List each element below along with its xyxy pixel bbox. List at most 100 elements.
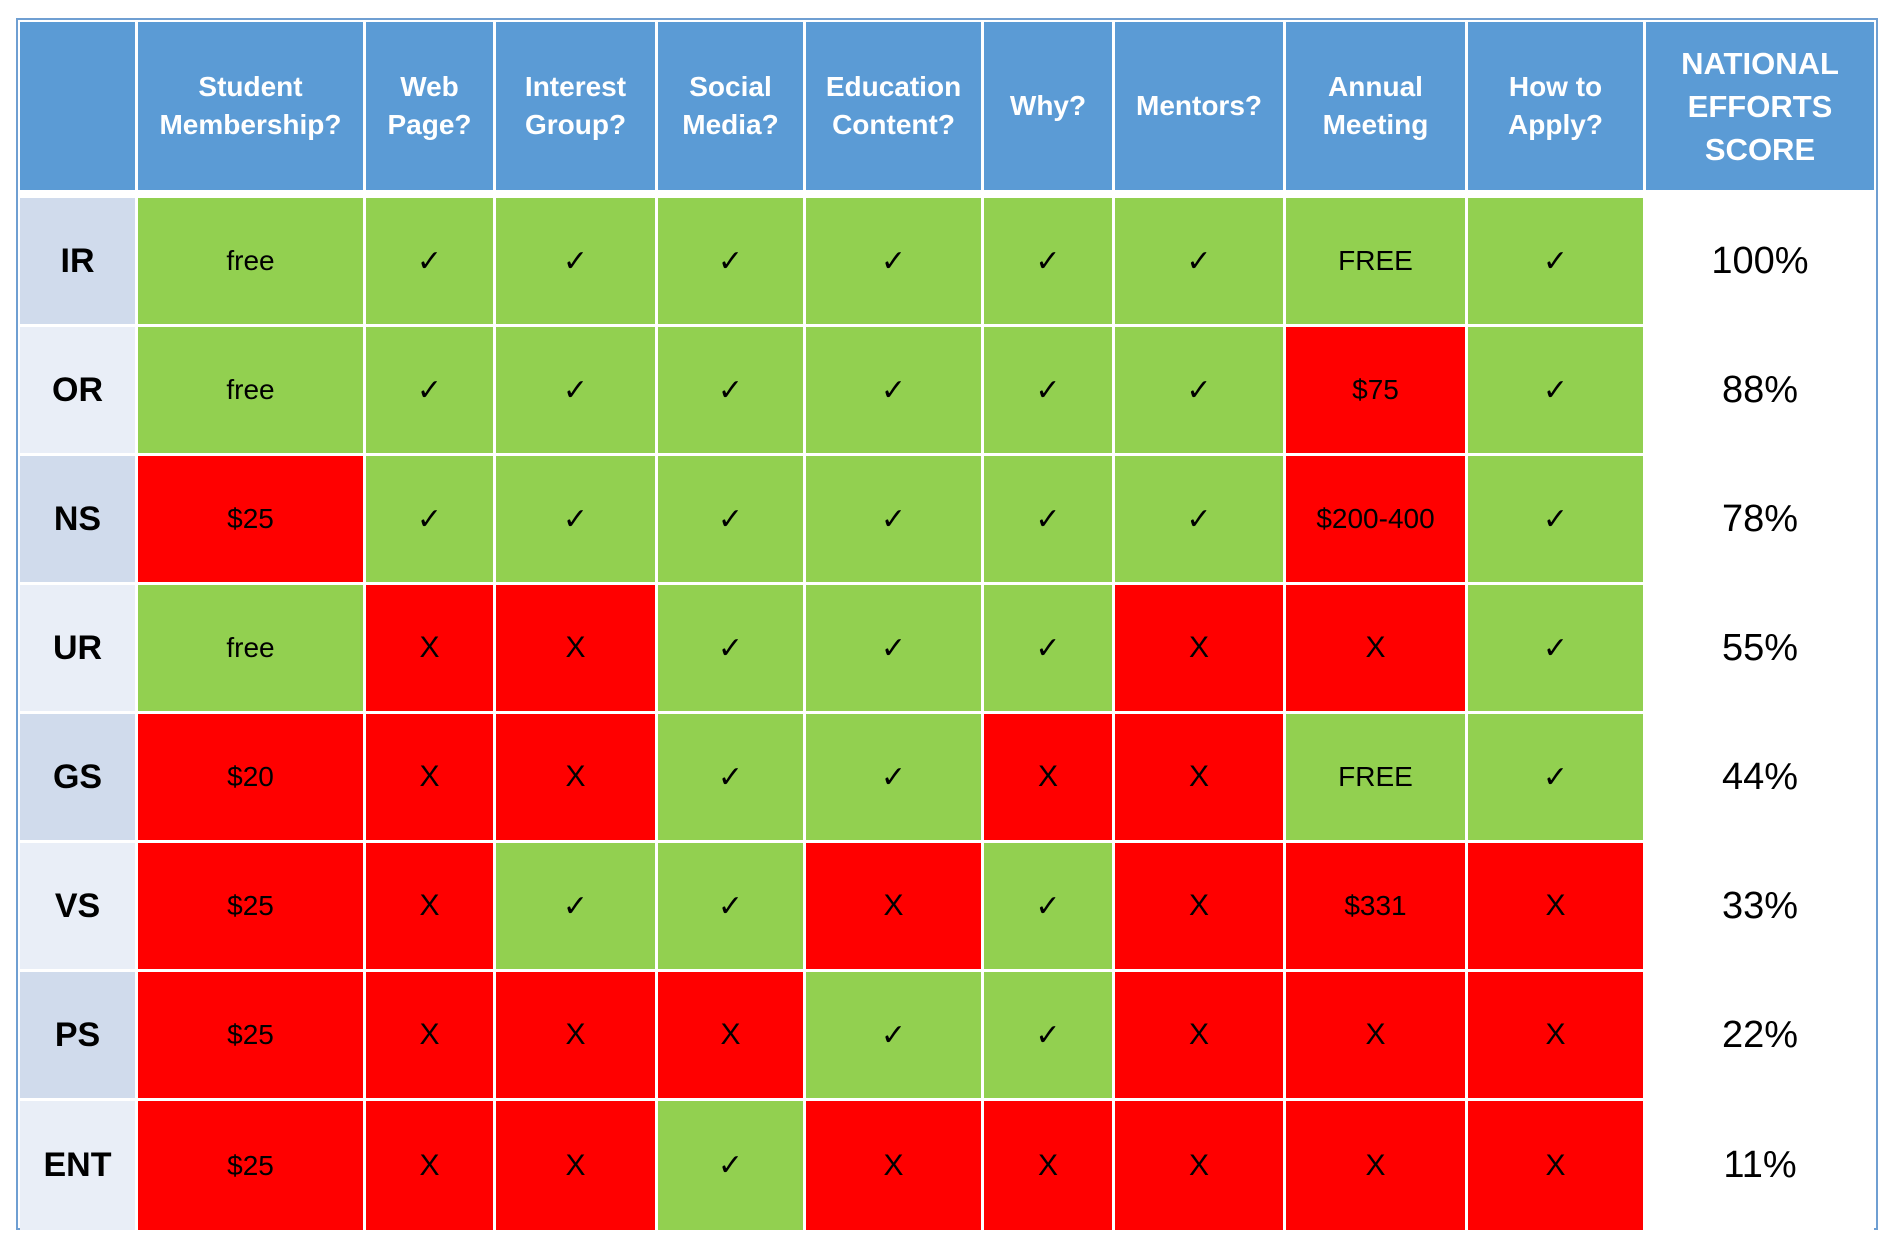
cell-why: ✓ — [984, 327, 1115, 456]
cell-student-membership: $25 — [138, 843, 366, 972]
score-value: 44% — [1646, 714, 1874, 843]
check-icon: ✓ — [880, 760, 907, 794]
header-annual-meeting: Annual Meeting — [1286, 22, 1468, 198]
check-icon: ✓ — [416, 373, 443, 407]
cell-education-content: X — [806, 843, 984, 972]
cell-annual-meeting: $200-400 — [1286, 456, 1468, 585]
check-icon: ✓ — [1035, 1018, 1061, 1052]
cell-social-media: ✓ — [658, 843, 806, 972]
cell-interest-group: X — [496, 972, 658, 1101]
header-student-membership: Student Membership? — [138, 22, 366, 198]
cell-why: X — [984, 714, 1115, 843]
cell-social-media: ✓ — [658, 327, 806, 456]
cell-value: $331 — [1344, 890, 1407, 921]
check-icon: ✓ — [1186, 502, 1212, 536]
row-label: GS — [20, 714, 138, 843]
table-row: UR free X X ✓ ✓ ✓ X X ✓ 55% — [20, 585, 1874, 714]
check-icon: ✓ — [1186, 244, 1212, 278]
cell-interest-group: X — [496, 1101, 658, 1230]
header-national-efforts-score: NATIONAL EFFORTS SCORE — [1646, 22, 1874, 198]
cell-how-to-apply: ✓ — [1468, 327, 1646, 456]
cell-value: free — [226, 632, 275, 663]
x-mark-icon: X — [565, 631, 586, 664]
check-icon: ✓ — [1035, 244, 1061, 278]
x-mark-icon: X — [1545, 889, 1566, 922]
check-icon: ✓ — [880, 1018, 907, 1052]
check-icon: ✓ — [880, 631, 907, 665]
cell-interest-group: X — [496, 585, 658, 714]
x-mark-icon: X — [1037, 1148, 1058, 1182]
check-icon: ✓ — [1542, 373, 1569, 407]
check-icon: ✓ — [1035, 502, 1061, 536]
cell-mentors: ✓ — [1115, 198, 1286, 327]
cell-interest-group: ✓ — [496, 198, 658, 327]
check-icon: ✓ — [1542, 244, 1569, 278]
check-icon: ✓ — [717, 373, 744, 407]
cell-education-content: ✓ — [806, 456, 984, 585]
cell-student-membership: free — [138, 198, 366, 327]
check-icon: ✓ — [416, 244, 443, 278]
row-label: ENT — [20, 1101, 138, 1230]
cell-web-page: ✓ — [366, 198, 496, 327]
cell-education-content: ✓ — [806, 714, 984, 843]
table-row: OR free ✓ ✓ ✓ ✓ ✓ ✓ $75 ✓ 88% — [20, 327, 1874, 456]
x-mark-icon: X — [883, 889, 904, 922]
cell-how-to-apply: X — [1468, 1101, 1646, 1230]
x-mark-icon: X — [1188, 631, 1209, 664]
score-value: 22% — [1646, 972, 1874, 1101]
check-icon: ✓ — [717, 631, 744, 665]
cell-why: ✓ — [984, 843, 1115, 972]
check-icon: ✓ — [1035, 631, 1061, 665]
check-icon: ✓ — [562, 244, 589, 278]
cell-interest-group: ✓ — [496, 843, 658, 972]
x-mark-icon: X — [1188, 760, 1209, 793]
cell-value: FREE — [1338, 245, 1413, 276]
cell-value: $200-400 — [1316, 503, 1435, 534]
check-icon: ✓ — [1542, 502, 1569, 536]
cell-education-content: ✓ — [806, 972, 984, 1101]
table-row: IR free ✓ ✓ ✓ ✓ ✓ ✓ FREE ✓ 100% — [20, 198, 1874, 327]
check-icon: ✓ — [717, 760, 744, 794]
cell-education-content: ✓ — [806, 198, 984, 327]
check-icon: ✓ — [880, 373, 907, 407]
score-value: 78% — [1646, 456, 1874, 585]
cell-how-to-apply: ✓ — [1468, 714, 1646, 843]
check-icon: ✓ — [717, 1149, 744, 1182]
header-mentors: Mentors? — [1115, 22, 1286, 198]
cell-how-to-apply: X — [1468, 843, 1646, 972]
cell-web-page: X — [366, 714, 496, 843]
check-icon: ✓ — [1542, 631, 1569, 665]
cell-web-page: ✓ — [366, 456, 496, 585]
cell-value: $20 — [227, 761, 274, 792]
cell-annual-meeting: X — [1286, 972, 1468, 1101]
x-mark-icon: X — [419, 631, 440, 664]
x-mark-icon: X — [565, 1018, 586, 1051]
x-mark-icon: X — [419, 1148, 440, 1182]
row-label: VS — [20, 843, 138, 972]
check-icon: ✓ — [880, 502, 907, 536]
score-value: 88% — [1646, 327, 1874, 456]
header-corner — [20, 22, 138, 198]
cell-social-media: ✓ — [658, 456, 806, 585]
cell-mentors: X — [1115, 972, 1286, 1101]
table-row: PS $25 X X X ✓ ✓ X X X 22% — [20, 972, 1874, 1101]
x-mark-icon: X — [883, 1148, 904, 1182]
cell-why: X — [984, 1101, 1115, 1230]
cell-social-media: ✓ — [658, 1101, 806, 1230]
x-mark-icon: X — [419, 760, 440, 793]
cell-social-media: ✓ — [658, 198, 806, 327]
row-label: NS — [20, 456, 138, 585]
cell-web-page: ✓ — [366, 327, 496, 456]
cell-annual-meeting: X — [1286, 585, 1468, 714]
x-mark-icon: X — [565, 760, 586, 793]
cell-how-to-apply: ✓ — [1468, 198, 1646, 327]
row-label: OR — [20, 327, 138, 456]
check-icon: ✓ — [1035, 373, 1061, 407]
header-interest-group: Interest Group? — [496, 22, 658, 198]
cell-education-content: ✓ — [806, 327, 984, 456]
cell-how-to-apply: X — [1468, 972, 1646, 1101]
cell-web-page: X — [366, 843, 496, 972]
cell-web-page: X — [366, 972, 496, 1101]
cell-interest-group: X — [496, 714, 658, 843]
cell-why: ✓ — [984, 198, 1115, 327]
